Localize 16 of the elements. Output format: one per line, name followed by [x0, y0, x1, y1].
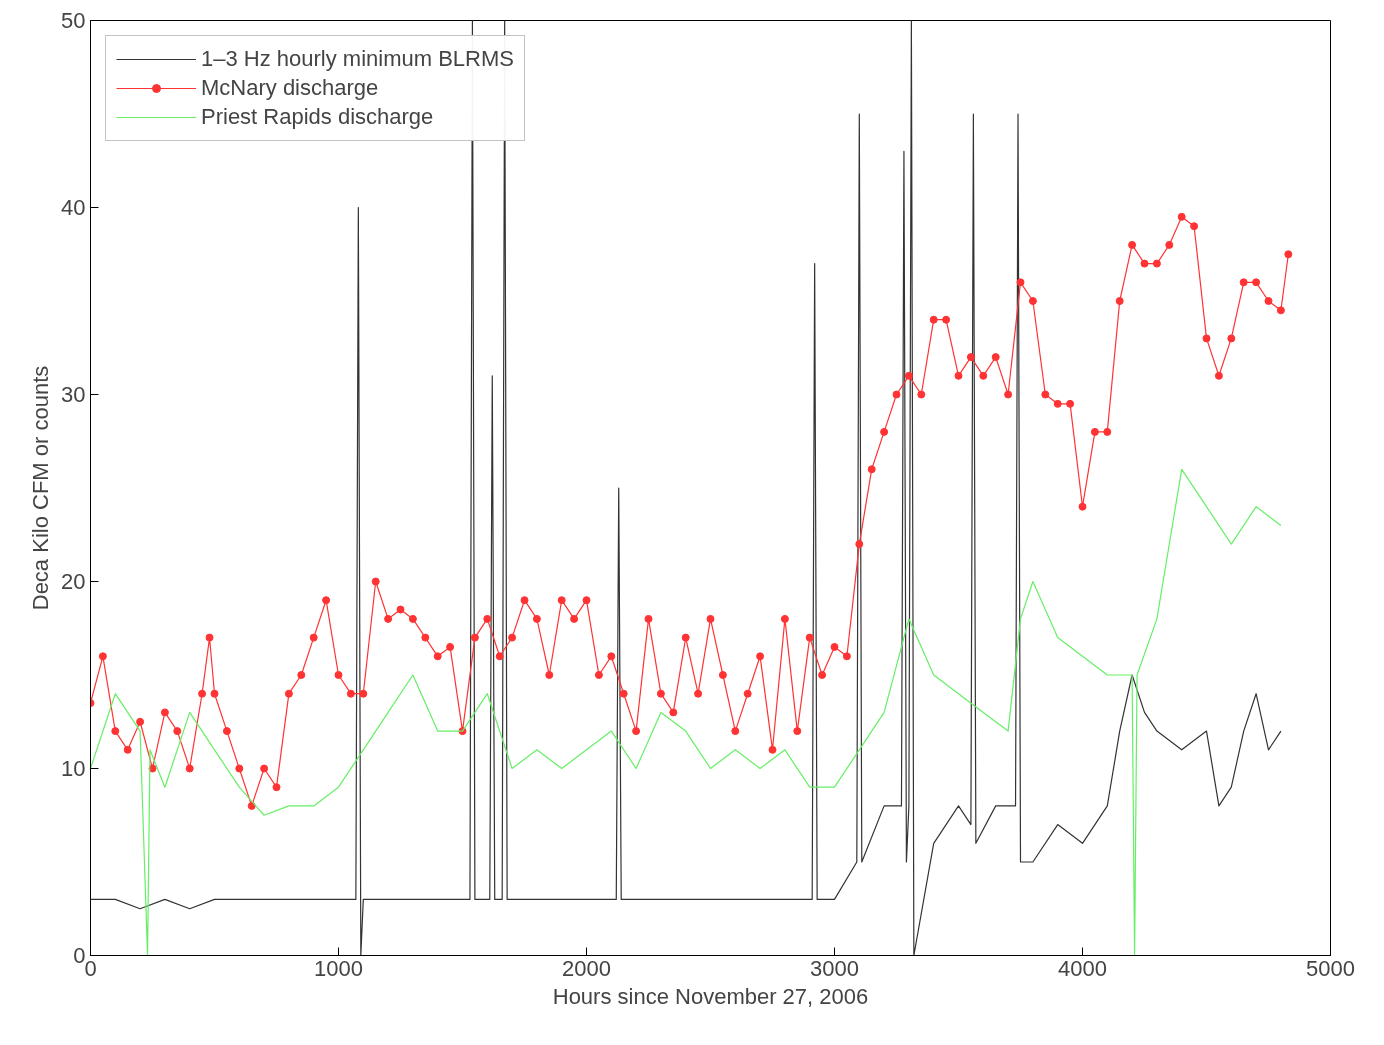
y-tick-label: 40	[61, 195, 86, 220]
y-axis-title: Deca Kilo CFM or counts	[28, 365, 54, 611]
x-tick-label: 5000	[1306, 955, 1355, 981]
x-axis-title: Hours since November 27, 2006	[552, 983, 869, 1009]
x-tick-label: 1000	[314, 955, 363, 981]
x-tick-label: 3000	[810, 955, 859, 981]
y-tick-label: 10	[61, 756, 86, 781]
legend-label: Priest Rapids discharge	[201, 104, 434, 130]
line-series	[90, 468, 1282, 956]
y-tick-label: 30	[61, 382, 86, 407]
y-tick-label: 20	[61, 569, 86, 594]
x-tick-label: 4000	[1058, 955, 1107, 981]
legend-label: McNary discharge	[201, 75, 379, 101]
y-tick-label: 50	[61, 8, 86, 33]
legend-label: 1–3 Hz hourly minimum BLRMS	[201, 46, 514, 72]
x-tick-label: 2000	[562, 955, 611, 981]
